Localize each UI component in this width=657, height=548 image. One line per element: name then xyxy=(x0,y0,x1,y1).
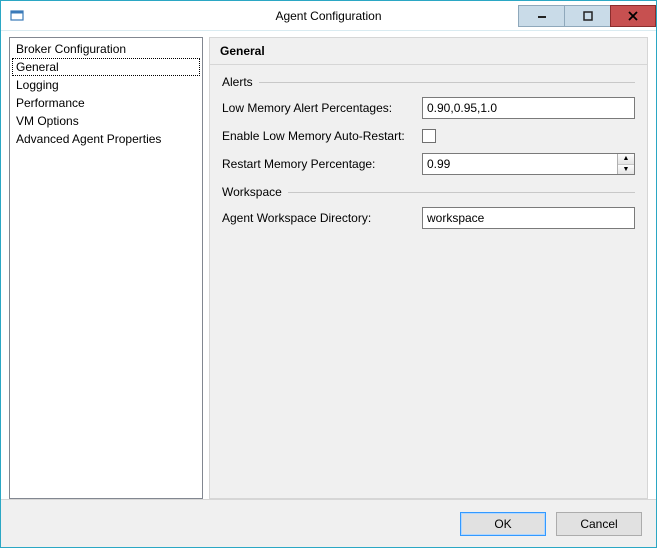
auto-restart-label: Enable Low Memory Auto-Restart: xyxy=(222,129,422,143)
content-panel: General Alerts Low Memory Alert Percenta… xyxy=(209,37,648,499)
group-title-workspace: Workspace xyxy=(222,185,282,199)
workspace-dir-input[interactable] xyxy=(422,207,635,229)
spinner-up-button[interactable]: ▲ xyxy=(618,154,634,165)
group-workspace: Workspace Agent Workspace Directory: xyxy=(222,185,635,229)
restart-pct-input[interactable] xyxy=(423,154,617,174)
dialog-body: Broker Configuration General Logging Per… xyxy=(1,31,656,499)
sidebar-item-performance[interactable]: Performance xyxy=(10,94,202,112)
restart-pct-spinner[interactable]: ▲ ▼ xyxy=(422,153,635,175)
close-button[interactable] xyxy=(610,5,656,27)
sidebar-item-broker[interactable]: Broker Configuration xyxy=(10,40,202,58)
group-alerts: Alerts Low Memory Alert Percentages: Ena… xyxy=(222,75,635,175)
panel-heading: General xyxy=(220,44,265,58)
maximize-button[interactable] xyxy=(564,5,610,27)
low-mem-pct-label: Low Memory Alert Percentages: xyxy=(222,101,422,115)
spinner-down-button[interactable]: ▼ xyxy=(618,165,634,175)
app-icon xyxy=(9,8,25,24)
titlebar[interactable]: Agent Configuration xyxy=(1,1,656,31)
nav-sidebar: Broker Configuration General Logging Per… xyxy=(9,37,203,499)
group-title-alerts: Alerts xyxy=(222,75,253,89)
sidebar-item-vm-options[interactable]: VM Options xyxy=(10,112,202,130)
group-divider xyxy=(288,192,635,193)
group-divider xyxy=(259,82,635,83)
workspace-dir-label: Agent Workspace Directory: xyxy=(222,211,422,225)
sidebar-item-advanced[interactable]: Advanced Agent Properties xyxy=(10,130,202,148)
panel-heading-row: General xyxy=(210,38,647,65)
auto-restart-checkbox[interactable] xyxy=(422,129,436,143)
minimize-button[interactable] xyxy=(518,5,564,27)
low-mem-pct-input[interactable] xyxy=(422,97,635,119)
window-controls xyxy=(518,5,656,27)
restart-pct-label: Restart Memory Percentage: xyxy=(222,157,422,171)
cancel-button[interactable]: Cancel xyxy=(556,512,642,536)
sidebar-item-logging[interactable]: Logging xyxy=(10,76,202,94)
dialog-footer: OK Cancel xyxy=(1,499,656,547)
dialog-window: Agent Configuration Broker Configuration… xyxy=(0,0,657,548)
ok-button[interactable]: OK xyxy=(460,512,546,536)
sidebar-item-general[interactable]: General xyxy=(12,58,200,76)
panel-body: Alerts Low Memory Alert Percentages: Ena… xyxy=(210,65,647,249)
